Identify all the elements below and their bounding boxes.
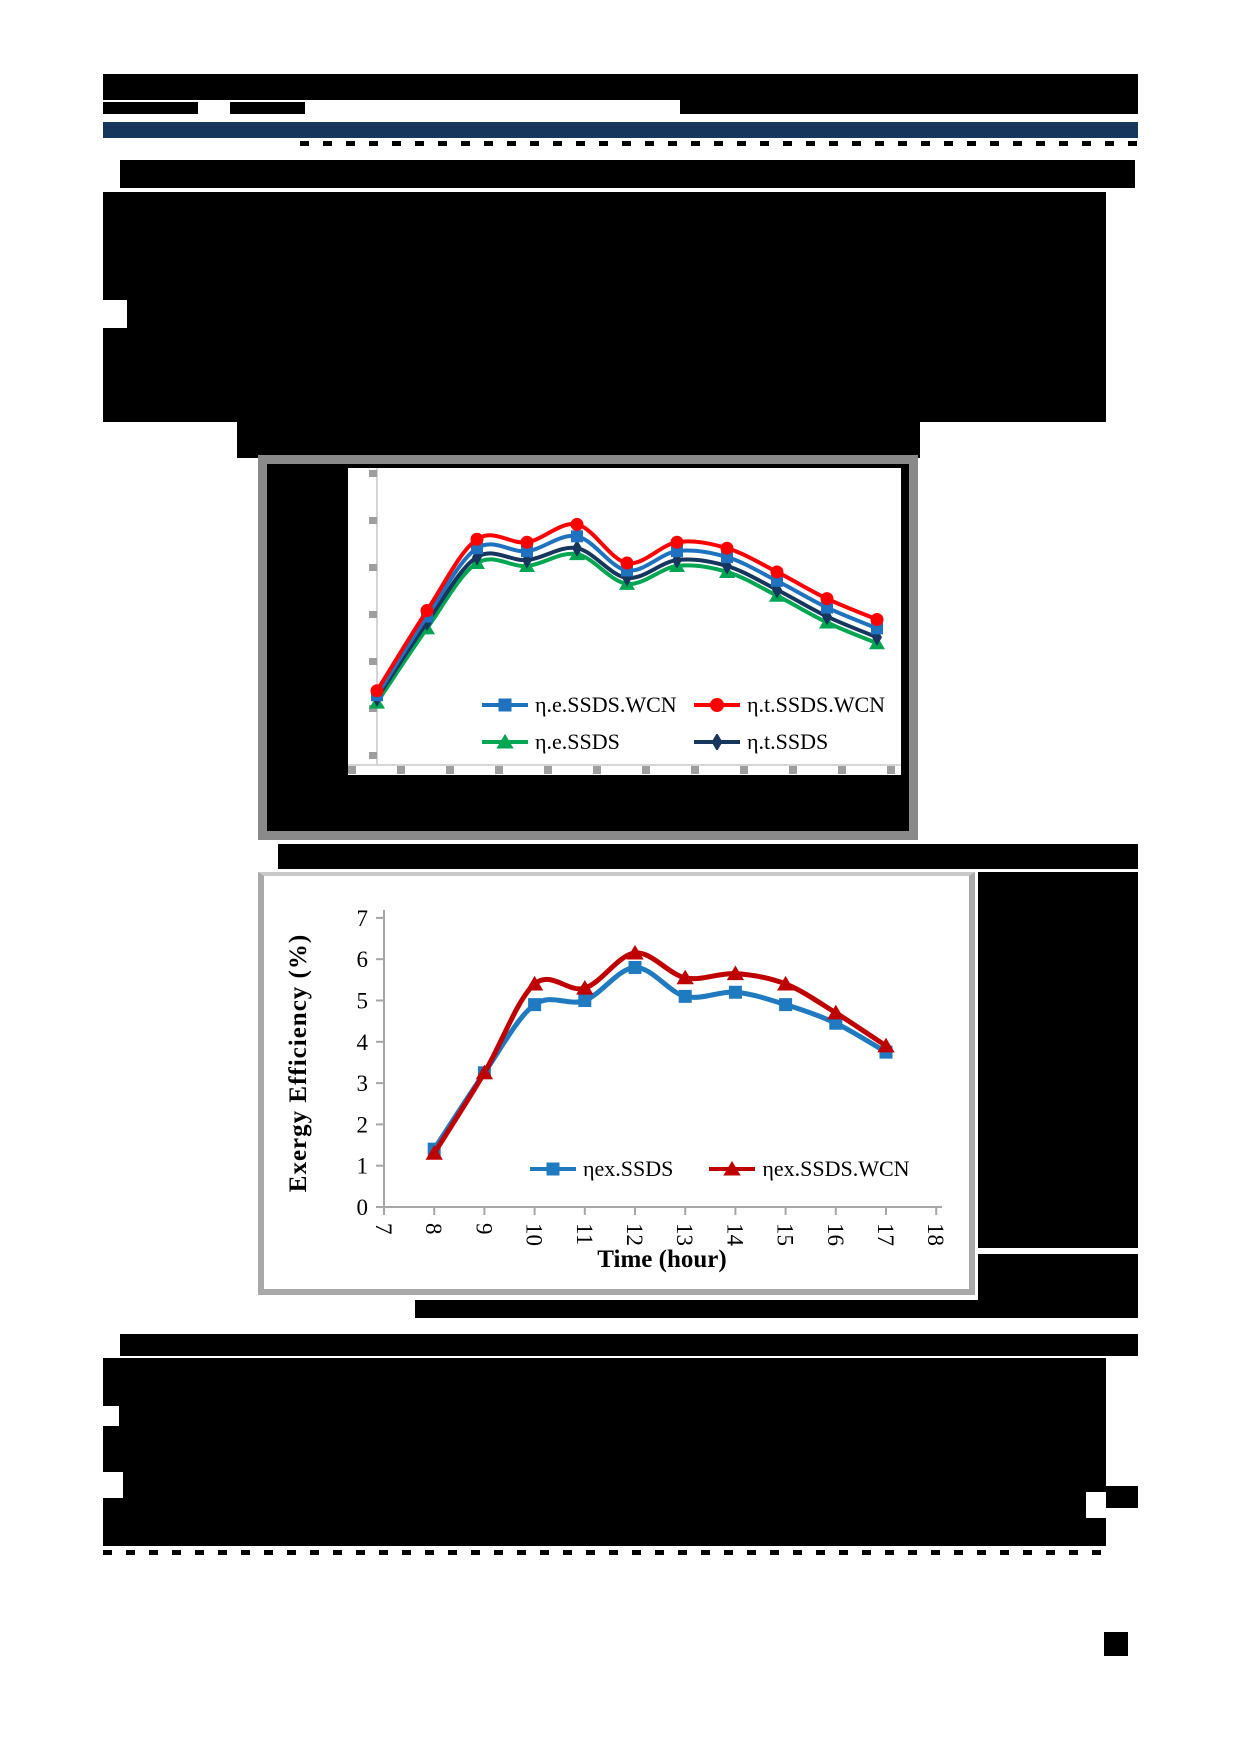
svg-text:7: 7 (371, 1223, 396, 1235)
svg-text:4: 4 (357, 1030, 369, 1055)
legend-marker-square-blue-icon (482, 698, 528, 712)
legend-marker-triangle-green-icon (482, 734, 528, 749)
dotted-separator-rule (103, 1550, 1106, 1555)
legend-marker-diamond-navy-icon (694, 734, 740, 750)
svg-text:12: 12 (622, 1223, 647, 1246)
figure1-chart-canvas (348, 468, 901, 774)
legend-marker-square-blue-icon (530, 1162, 576, 1176)
redaction-gap (103, 300, 127, 328)
legend-item: η.e.SSDS.WCN (482, 692, 694, 718)
svg-text:18: 18 (923, 1223, 948, 1246)
redacted-figure2-caption (415, 1300, 1138, 1318)
legend-label: η.t.SSDS.WCN (747, 692, 886, 717)
svg-text:2: 2 (357, 1112, 369, 1137)
figure-exergy-efficiency-chart: 0 1 2 3 4 5 6 7 7 8 9 10 11 12 13 14 15 16 17 18 Exergy Eff… (258, 872, 975, 1295)
redacted-text-right-of-figure2 (978, 1254, 1138, 1300)
redaction-gap (103, 1406, 119, 1426)
legend-item: η.t.SSDS.WCN (694, 692, 885, 718)
redacted-paragraph-line (120, 1334, 1138, 1356)
legend-label: ηex.SSDS.WCN (762, 1156, 910, 1181)
figure-energy-thermal-efficiency-chart: η.e.SSDS.WCN η.t.SSDS.WCN η.e.SSDS η.t.S… (258, 455, 918, 840)
redacted-text-above-figure (237, 422, 920, 458)
legend-item: ηex.SSDS (530, 1156, 673, 1182)
y-axis-title: Exergy Efficiency (%) (285, 933, 312, 1193)
redacted-paragraph-block (103, 192, 1106, 422)
legend-label: η.e.SSDS.WCN (535, 692, 677, 717)
legend-item: η.e.SSDS (482, 729, 694, 755)
svg-text:11: 11 (572, 1223, 597, 1245)
redaction-gap (103, 1472, 123, 1498)
redacted-paragraph-block (103, 1358, 1106, 1546)
x-axis-title: Time (hour) (597, 1246, 727, 1273)
redacted-header-line (103, 74, 1138, 100)
redacted-header-fragment (103, 102, 198, 114)
redacted-title-line (120, 160, 1135, 188)
svg-text:16: 16 (823, 1223, 848, 1246)
svg-text:15: 15 (773, 1223, 798, 1246)
legend-label: ηex.SSDS (583, 1156, 674, 1181)
svg-text:14: 14 (722, 1223, 747, 1247)
redacted-text-fragment (1106, 1486, 1138, 1508)
svg-text:13: 13 (672, 1223, 697, 1246)
figure1-plot-area: η.e.SSDS.WCN η.t.SSDS.WCN η.e.SSDS η.t.S… (348, 468, 901, 775)
legend-item: ηex.SSDS.WCN (709, 1156, 910, 1182)
svg-text:5: 5 (357, 989, 369, 1014)
svg-text:9: 9 (471, 1223, 496, 1235)
legend-item: η.t.SSDS (694, 729, 885, 755)
redacted-header-fragment (680, 100, 1138, 114)
redacted-figure1-caption (278, 844, 1138, 869)
redacted-header-fragment (230, 102, 305, 114)
page-number-block (1104, 1632, 1128, 1656)
legend-marker-triangle-red-icon (709, 1161, 756, 1176)
journal-divider-bar (103, 122, 1138, 138)
svg-text:0: 0 (357, 1195, 369, 1220)
figure2-legend: ηex.SSDS ηex.SSDS.WCN (530, 1156, 910, 1182)
svg-text:6: 6 (357, 947, 369, 972)
svg-text:17: 17 (873, 1223, 898, 1246)
legend-marker-circle-red-icon (694, 698, 740, 712)
legend-label: η.e.SSDS (535, 729, 620, 754)
figure1-legend: η.e.SSDS.WCN η.t.SSDS.WCN η.e.SSDS η.t.S… (482, 692, 885, 755)
svg-text:3: 3 (357, 1071, 369, 1096)
svg-text:1: 1 (357, 1154, 369, 1179)
redaction-gap (1086, 1492, 1106, 1518)
redacted-text-right-of-figure2 (978, 872, 1138, 1248)
svg-text:7: 7 (357, 906, 369, 931)
legend-label: η.t.SSDS (747, 729, 829, 754)
svg-text:10: 10 (522, 1223, 547, 1246)
dotted-underline-row (300, 141, 1138, 146)
svg-text:8: 8 (421, 1223, 446, 1235)
